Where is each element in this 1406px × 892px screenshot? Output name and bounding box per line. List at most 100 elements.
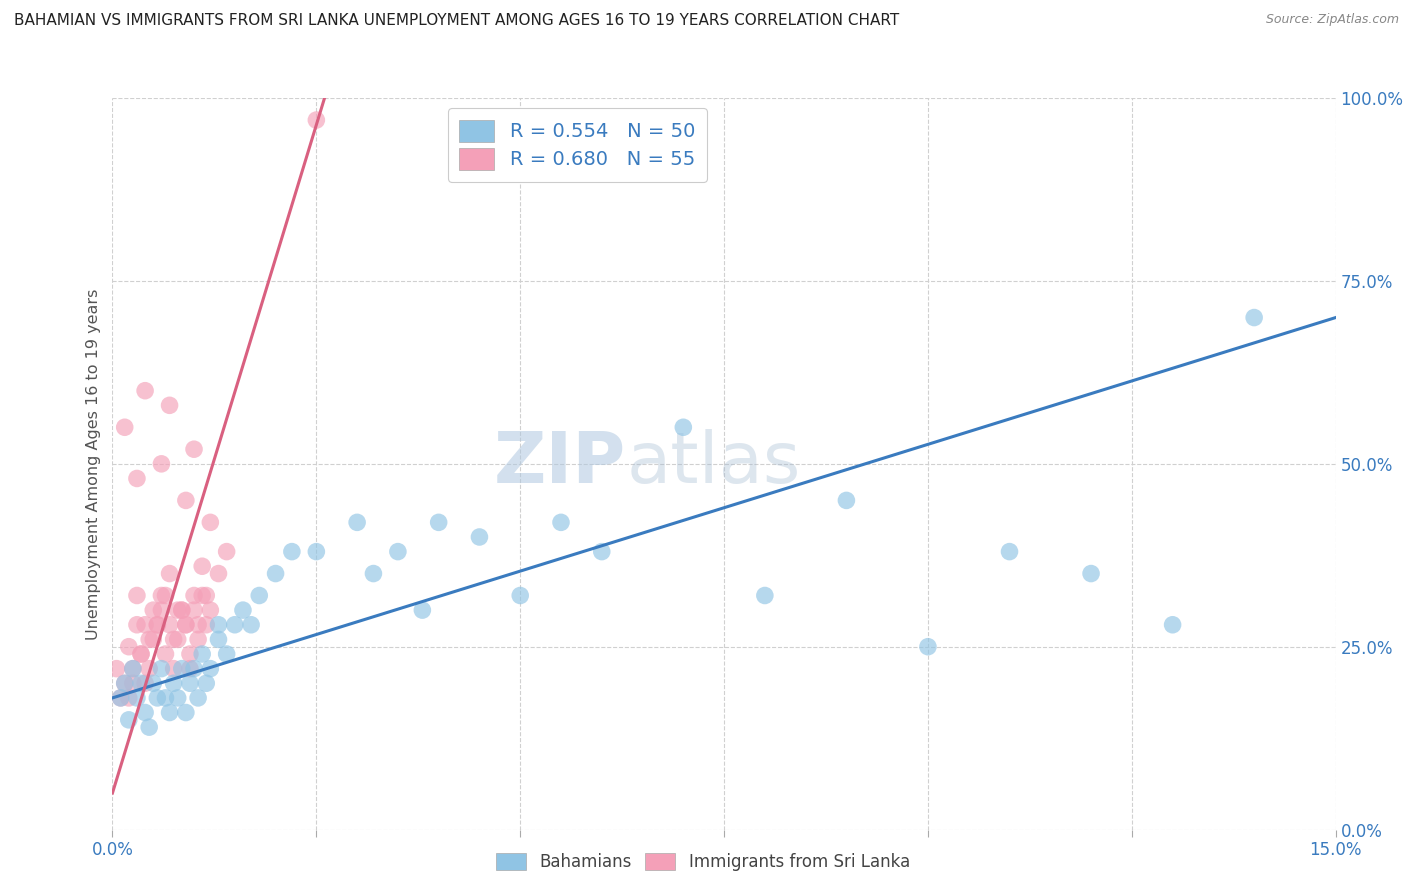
Point bbox=[125, 589, 148, 603]
Point bbox=[159, 398, 181, 412]
Point bbox=[174, 493, 197, 508]
Point bbox=[163, 632, 186, 647]
Point bbox=[134, 617, 156, 632]
Point bbox=[411, 603, 433, 617]
Point bbox=[998, 544, 1021, 558]
Text: Source: ZipAtlas.com: Source: ZipAtlas.com bbox=[1265, 13, 1399, 27]
Point bbox=[224, 617, 246, 632]
Point bbox=[754, 589, 776, 603]
Point bbox=[129, 647, 152, 661]
Point bbox=[110, 690, 132, 705]
Point bbox=[179, 662, 201, 676]
Point bbox=[159, 706, 181, 720]
Point bbox=[387, 544, 409, 558]
Point bbox=[835, 493, 858, 508]
Point bbox=[187, 617, 209, 632]
Point bbox=[174, 617, 197, 632]
Point bbox=[118, 640, 141, 654]
Point bbox=[122, 662, 145, 676]
Point bbox=[114, 676, 136, 690]
Point bbox=[142, 676, 165, 690]
Point bbox=[150, 662, 173, 676]
Point bbox=[110, 690, 132, 705]
Point bbox=[215, 544, 238, 558]
Point bbox=[1080, 566, 1102, 581]
Point bbox=[155, 690, 177, 705]
Point bbox=[200, 662, 222, 676]
Point bbox=[917, 640, 939, 654]
Point bbox=[125, 617, 148, 632]
Point bbox=[305, 113, 328, 128]
Point bbox=[427, 516, 450, 530]
Point bbox=[195, 676, 218, 690]
Point bbox=[363, 566, 385, 581]
Point bbox=[122, 662, 145, 676]
Point bbox=[170, 603, 193, 617]
Point bbox=[550, 516, 572, 530]
Point bbox=[159, 566, 181, 581]
Text: ZIP: ZIP bbox=[494, 429, 626, 499]
Legend: Bahamians, Immigrants from Sri Lanka: Bahamians, Immigrants from Sri Lanka bbox=[488, 845, 918, 880]
Point bbox=[195, 589, 218, 603]
Point bbox=[138, 662, 160, 676]
Point bbox=[163, 662, 186, 676]
Point bbox=[125, 690, 148, 705]
Point bbox=[183, 589, 205, 603]
Point bbox=[179, 676, 201, 690]
Point bbox=[129, 676, 152, 690]
Point bbox=[195, 617, 218, 632]
Point bbox=[509, 589, 531, 603]
Point bbox=[305, 544, 328, 558]
Point bbox=[170, 662, 193, 676]
Point bbox=[672, 420, 695, 434]
Point bbox=[200, 603, 222, 617]
Point bbox=[207, 617, 229, 632]
Point bbox=[114, 420, 136, 434]
Point bbox=[166, 690, 188, 705]
Point bbox=[264, 566, 287, 581]
Point bbox=[240, 617, 263, 632]
Point bbox=[163, 676, 186, 690]
Point bbox=[200, 516, 222, 530]
Point bbox=[174, 706, 197, 720]
Point bbox=[166, 632, 188, 647]
Point bbox=[166, 603, 188, 617]
Point bbox=[1243, 310, 1265, 325]
Point bbox=[247, 589, 270, 603]
Point bbox=[138, 720, 160, 734]
Point bbox=[183, 603, 205, 617]
Point bbox=[187, 632, 209, 647]
Point bbox=[179, 647, 201, 661]
Point bbox=[122, 676, 145, 690]
Point bbox=[183, 662, 205, 676]
Point bbox=[125, 471, 148, 485]
Point bbox=[281, 544, 304, 558]
Text: atlas: atlas bbox=[626, 429, 800, 499]
Point bbox=[142, 632, 165, 647]
Point bbox=[114, 676, 136, 690]
Point bbox=[150, 589, 173, 603]
Point bbox=[134, 706, 156, 720]
Point bbox=[118, 713, 141, 727]
Point bbox=[138, 632, 160, 647]
Point bbox=[187, 690, 209, 705]
Point bbox=[191, 647, 214, 661]
Point bbox=[142, 603, 165, 617]
Point bbox=[150, 603, 173, 617]
Point bbox=[146, 617, 169, 632]
Point bbox=[155, 589, 177, 603]
Point bbox=[105, 662, 128, 676]
Point bbox=[170, 603, 193, 617]
Legend: R = 0.554   N = 50, R = 0.680   N = 55: R = 0.554 N = 50, R = 0.680 N = 55 bbox=[447, 108, 707, 182]
Point bbox=[232, 603, 254, 617]
Point bbox=[215, 647, 238, 661]
Point bbox=[207, 632, 229, 647]
Y-axis label: Unemployment Among Ages 16 to 19 years: Unemployment Among Ages 16 to 19 years bbox=[86, 288, 101, 640]
Point bbox=[1161, 617, 1184, 632]
Point bbox=[146, 617, 169, 632]
Point bbox=[155, 647, 177, 661]
Point bbox=[191, 559, 214, 574]
Point bbox=[146, 690, 169, 705]
Point bbox=[129, 647, 152, 661]
Point bbox=[150, 457, 173, 471]
